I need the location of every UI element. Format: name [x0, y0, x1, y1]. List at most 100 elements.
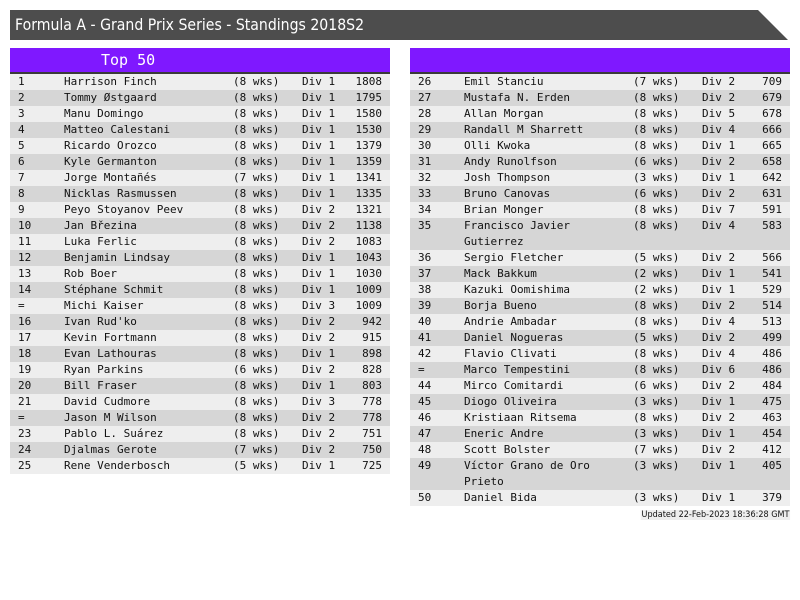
driver-name: Peyo Stoyanov Peev — [64, 203, 184, 216]
table-row: 45 Diogo Oliveira (3 wks) Div 1 475 — [410, 394, 790, 410]
rank: 47 — [418, 427, 432, 440]
points: 513 — [762, 315, 782, 328]
division: Div 3 — [302, 395, 336, 408]
points: 665 — [762, 139, 782, 152]
table-row: 4 Matteo Calestani (8 wks) Div 1 1530 — [10, 122, 390, 138]
weeks: (8 wks) — [633, 91, 680, 104]
points: 750 — [362, 443, 382, 456]
rank: 40 — [418, 315, 432, 328]
points: 454 — [762, 427, 782, 440]
driver-name: Tommy Østgaard — [64, 91, 157, 104]
driver-name: Daniel Bida — [464, 491, 537, 504]
weeks: (3 wks) — [633, 171, 680, 184]
division: Div 1 — [302, 139, 336, 152]
table-row: 19 Ryan Parkins (6 wks) Div 2 828 — [10, 362, 390, 378]
weeks: (8 wks) — [633, 315, 680, 328]
rank: 11 — [18, 235, 32, 248]
table-row: 34 Brian Monger (8 wks) Div 7 591 — [410, 202, 790, 218]
division: Div 4 — [702, 219, 736, 232]
rank: 8 — [18, 187, 25, 200]
points: 463 — [762, 411, 782, 424]
points: 1083 — [355, 235, 383, 248]
points: 709 — [762, 75, 782, 88]
rank: 20 — [18, 379, 32, 392]
weeks: (6 wks) — [233, 363, 280, 376]
division: Div 1 — [302, 283, 336, 296]
weeks: (8 wks) — [233, 139, 280, 152]
weeks: (8 wks) — [233, 107, 280, 120]
driver-name: Stéphane Schmit — [64, 283, 164, 296]
rank: 37 — [418, 267, 432, 280]
division: Div 2 — [702, 299, 736, 312]
rank: 45 — [418, 395, 432, 408]
rank: 33 — [418, 187, 432, 200]
division: Div 6 — [702, 363, 736, 376]
rank: 16 — [18, 315, 32, 328]
rank: 29 — [418, 123, 432, 136]
weeks: (8 wks) — [233, 91, 280, 104]
division: Div 1 — [302, 107, 336, 120]
driver-name: Josh Thompson — [464, 171, 551, 184]
driver-name: Rob Boer — [64, 267, 117, 280]
division: Div 2 — [302, 219, 336, 232]
driver-name: Víctor Grano de Oro Prieto — [464, 459, 590, 488]
division: Div 1 — [702, 139, 736, 152]
points: 1379 — [355, 139, 383, 152]
weeks: (8 wks) — [633, 123, 680, 136]
driver-name: Bruno Canovas — [464, 187, 551, 200]
driver-name: Scott Bolster — [464, 443, 551, 456]
table-row: 38 Kazuki Oomishima (2 wks) Div 1 529 — [410, 282, 790, 298]
points: 751 — [362, 427, 382, 440]
table-row: 41 Daniel Nogueras (5 wks) Div 2 499 — [410, 330, 790, 346]
points: 1359 — [355, 155, 383, 168]
table-row: 25 Rene Venderbosch (5 wks) Div 1 725 — [10, 458, 390, 474]
division: Div 1 — [702, 267, 736, 280]
rank: 17 — [18, 331, 32, 344]
table-row: 32 Josh Thompson (3 wks) Div 1 642 — [410, 170, 790, 186]
points: 679 — [762, 91, 782, 104]
rank: 10 — [18, 219, 32, 232]
weeks: (8 wks) — [233, 331, 280, 344]
weeks: (8 wks) — [233, 155, 280, 168]
driver-name: David Cudmore — [64, 395, 151, 408]
weeks: (7 wks) — [633, 443, 680, 456]
driver-name: Jan Březina — [64, 219, 137, 232]
table-row: 30 Olli Kwoka (8 wks) Div 1 665 — [410, 138, 790, 154]
division: Div 2 — [702, 411, 736, 424]
division: Div 1 — [702, 283, 736, 296]
rank: 19 — [18, 363, 32, 376]
driver-name: Andy Runolfson — [464, 155, 557, 168]
rank: 44 — [418, 379, 432, 392]
panel-title: Top 50 — [101, 51, 156, 69]
rank: 30 — [418, 139, 432, 152]
table-row: = Jason M Wilson (8 wks) Div 2 778 — [10, 410, 390, 426]
driver-name: Bill Fraser — [64, 379, 137, 392]
division: Div 1 — [302, 155, 336, 168]
division: Div 2 — [702, 91, 736, 104]
rank: 36 — [418, 251, 432, 264]
division: Div 2 — [302, 411, 336, 424]
driver-name: Ryan Parkins — [64, 363, 144, 376]
table-row: 9 Peyo Stoyanov Peev (8 wks) Div 2 1321 — [10, 202, 390, 218]
rank: 42 — [418, 347, 432, 360]
points: 529 — [762, 283, 782, 296]
division: Div 1 — [702, 171, 736, 184]
weeks: (8 wks) — [233, 299, 280, 312]
points: 1530 — [355, 123, 383, 136]
rank: 35 — [418, 219, 432, 232]
weeks: (8 wks) — [233, 187, 280, 200]
division: Div 5 — [702, 107, 736, 120]
weeks: (8 wks) — [233, 219, 280, 232]
division: Div 1 — [302, 379, 336, 392]
points: 631 — [762, 187, 782, 200]
driver-name: Mirco Comitardi — [464, 379, 564, 392]
rank: 5 — [18, 139, 25, 152]
table-row: 3 Manu Domingo (8 wks) Div 1 1580 — [10, 106, 390, 122]
rank: 21 — [18, 395, 32, 408]
driver-name: Michi Kaiser — [64, 299, 144, 312]
table-row: 23 Pablo L. Suárez (8 wks) Div 2 751 — [10, 426, 390, 442]
rank: 2 — [18, 91, 25, 104]
weeks: (7 wks) — [233, 171, 280, 184]
points: 658 — [762, 155, 782, 168]
rank: 24 — [18, 443, 32, 456]
